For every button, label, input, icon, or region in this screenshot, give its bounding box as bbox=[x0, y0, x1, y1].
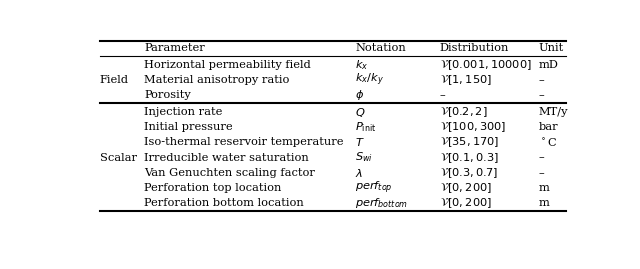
Text: Perforation top location: Perforation top location bbox=[145, 183, 282, 193]
Text: $P_{\mathrm{init}}$: $P_{\mathrm{init}}$ bbox=[355, 121, 376, 134]
Text: $\mathcal{V}[0.001, 10000]$: $\mathcal{V}[0.001, 10000]$ bbox=[440, 58, 531, 72]
Text: Parameter: Parameter bbox=[145, 43, 205, 53]
Text: $\mathcal{V}[0.3, 0.7]$: $\mathcal{V}[0.3, 0.7]$ bbox=[440, 166, 498, 180]
Text: –: – bbox=[440, 90, 445, 100]
Text: Notation: Notation bbox=[355, 43, 406, 53]
Text: $perf_{top}$: $perf_{top}$ bbox=[355, 180, 393, 196]
Text: Unit: Unit bbox=[539, 43, 564, 53]
Text: –: – bbox=[539, 90, 545, 100]
Text: $\mathcal{V}[0, 200]$: $\mathcal{V}[0, 200]$ bbox=[440, 196, 492, 210]
Text: $k_x/k_y$: $k_x/k_y$ bbox=[355, 72, 384, 89]
Text: $\mathcal{V}[0.2, 2]$: $\mathcal{V}[0.2, 2]$ bbox=[440, 105, 487, 119]
Text: $\mathcal{V}[35, 170]$: $\mathcal{V}[35, 170]$ bbox=[440, 136, 499, 149]
Text: Field: Field bbox=[100, 75, 129, 85]
Text: –: – bbox=[539, 75, 545, 85]
Text: Distribution: Distribution bbox=[440, 43, 509, 53]
Text: $Q$: $Q$ bbox=[355, 106, 366, 119]
Text: MT/y: MT/y bbox=[539, 107, 568, 117]
Text: bar: bar bbox=[539, 122, 559, 132]
Text: Material anisotropy ratio: Material anisotropy ratio bbox=[145, 75, 290, 85]
Text: $\mathcal{V}[1, 150]$: $\mathcal{V}[1, 150]$ bbox=[440, 73, 492, 87]
Text: Van Genuchten scaling factor: Van Genuchten scaling factor bbox=[145, 168, 316, 178]
Text: $^\circ$C: $^\circ$C bbox=[539, 136, 557, 148]
Text: m: m bbox=[539, 183, 550, 193]
Text: Initial pressure: Initial pressure bbox=[145, 122, 233, 132]
Text: Scalar: Scalar bbox=[100, 153, 137, 162]
Text: Porosity: Porosity bbox=[145, 90, 191, 100]
Text: Horizontal permeability field: Horizontal permeability field bbox=[145, 60, 311, 70]
Text: mD: mD bbox=[539, 60, 559, 70]
Text: Injection rate: Injection rate bbox=[145, 107, 223, 117]
Text: $\phi$: $\phi$ bbox=[355, 88, 364, 102]
Text: Perforation bottom location: Perforation bottom location bbox=[145, 198, 304, 208]
Text: $S_{wi}$: $S_{wi}$ bbox=[355, 151, 373, 165]
Text: $\lambda$: $\lambda$ bbox=[355, 167, 364, 179]
Text: Irreducible water saturation: Irreducible water saturation bbox=[145, 153, 309, 162]
Text: –: – bbox=[539, 153, 545, 162]
Text: $\mathcal{V}[100, 300]$: $\mathcal{V}[100, 300]$ bbox=[440, 121, 506, 134]
Text: $k_x$: $k_x$ bbox=[355, 58, 369, 72]
Text: $T$: $T$ bbox=[355, 136, 365, 148]
Text: $\mathcal{V}[0, 200]$: $\mathcal{V}[0, 200]$ bbox=[440, 181, 492, 195]
Text: $\mathcal{V}[0.1, 0.3]$: $\mathcal{V}[0.1, 0.3]$ bbox=[440, 151, 499, 165]
Text: –: – bbox=[539, 168, 545, 178]
Text: m: m bbox=[539, 198, 550, 208]
Text: Iso-thermal reservoir temperature: Iso-thermal reservoir temperature bbox=[145, 137, 344, 147]
Text: $perf_{bottom}$: $perf_{bottom}$ bbox=[355, 196, 408, 210]
